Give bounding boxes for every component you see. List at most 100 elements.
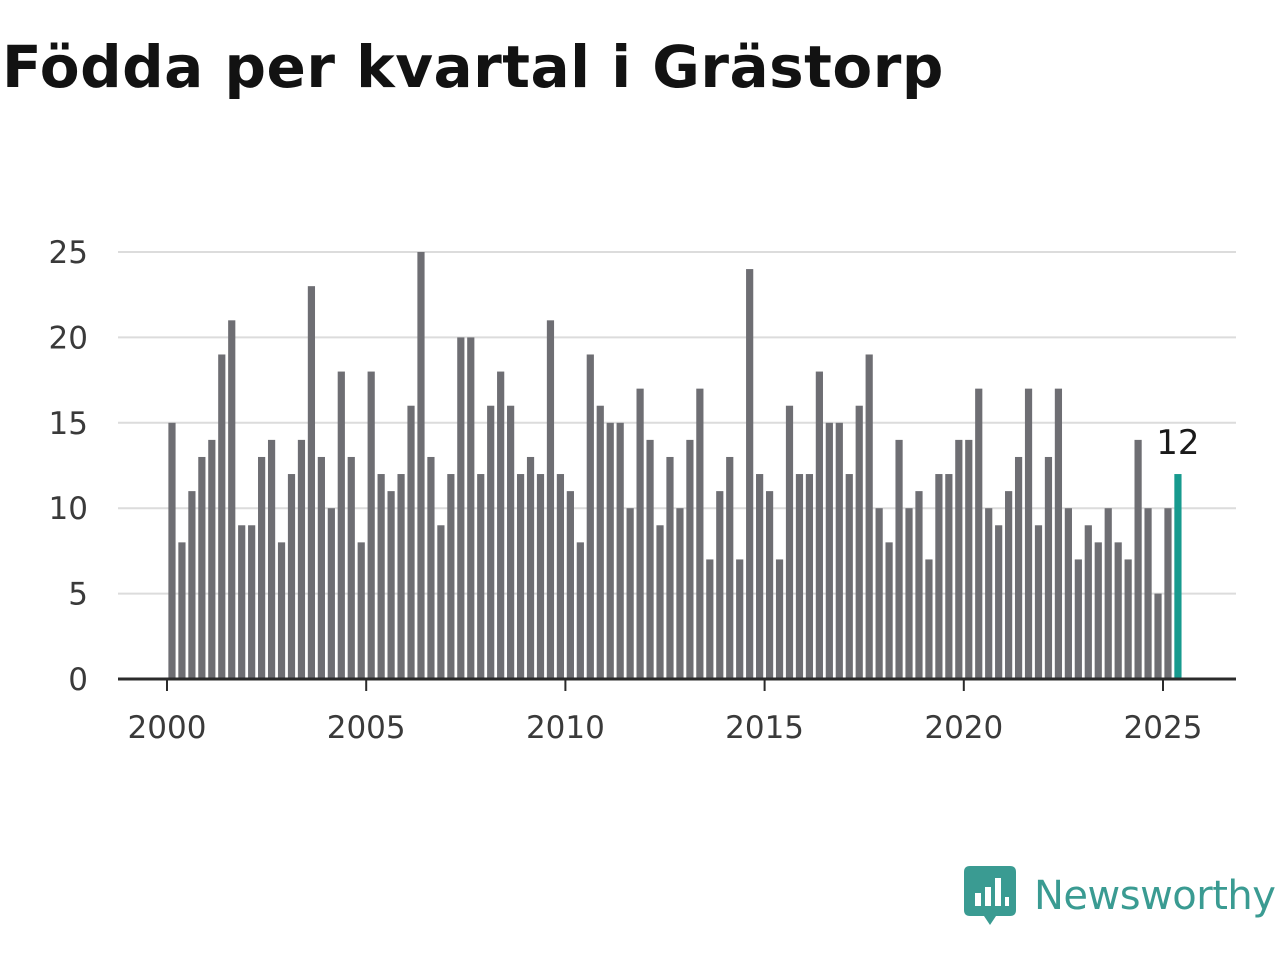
bar	[865, 354, 873, 679]
bar	[1144, 508, 1152, 679]
y-tick-label: 25	[49, 235, 88, 271]
bar	[646, 439, 654, 679]
bar	[935, 474, 943, 679]
bar	[606, 422, 614, 679]
bar	[1044, 456, 1053, 679]
bar	[188, 491, 196, 679]
bar	[616, 422, 624, 679]
bar	[407, 405, 415, 679]
bar	[566, 491, 574, 679]
newsworthy-chart-bubble-icon	[964, 866, 1016, 925]
bar	[925, 559, 933, 679]
bar	[696, 388, 704, 679]
bar	[576, 542, 584, 679]
bar-highlight	[1174, 474, 1182, 679]
bars	[168, 252, 1182, 679]
bar	[218, 354, 226, 679]
bar	[1024, 388, 1033, 679]
bar	[686, 439, 694, 679]
bar	[357, 542, 365, 679]
bar	[1134, 439, 1142, 679]
bar	[297, 439, 306, 679]
bar	[666, 456, 674, 679]
bar	[447, 474, 455, 679]
bar	[477, 474, 485, 679]
bar	[586, 354, 594, 679]
bar	[507, 405, 515, 679]
bar	[238, 525, 246, 679]
bar	[706, 559, 714, 679]
bar	[1054, 388, 1063, 679]
bar	[377, 474, 385, 679]
bar	[387, 491, 395, 679]
bar	[1164, 508, 1172, 679]
x-tick-label: 2015	[725, 710, 804, 746]
bar	[546, 320, 555, 679]
bar	[467, 337, 475, 679]
bar	[178, 542, 186, 679]
bar	[228, 320, 236, 679]
bar	[845, 474, 853, 679]
bar	[885, 542, 893, 679]
bar	[626, 508, 634, 679]
bar	[1094, 542, 1102, 679]
y-tick-label: 20	[49, 320, 88, 356]
bar	[905, 508, 913, 679]
bar	[716, 491, 724, 679]
bar	[307, 286, 316, 679]
bar	[775, 559, 784, 679]
bar	[367, 371, 375, 679]
bar	[1124, 559, 1132, 679]
bar	[347, 456, 355, 679]
brand-name: Newsworthy	[1034, 873, 1276, 919]
bar	[497, 371, 505, 679]
bar	[487, 405, 495, 679]
bar	[975, 388, 983, 679]
bar	[855, 405, 863, 679]
bar	[277, 542, 286, 679]
bar	[676, 508, 684, 679]
bar	[895, 439, 903, 679]
bar	[526, 456, 535, 679]
bar	[736, 559, 744, 679]
bar	[417, 252, 425, 679]
bar	[327, 508, 335, 679]
bar	[1005, 491, 1013, 679]
bar	[397, 474, 405, 679]
bar	[795, 474, 804, 679]
bar	[835, 422, 843, 679]
bar	[785, 405, 794, 679]
bar	[955, 439, 963, 679]
bar	[556, 474, 565, 679]
bar	[437, 525, 445, 679]
bar	[427, 456, 435, 679]
bar	[536, 474, 545, 679]
bar	[656, 525, 664, 679]
last-value-label: 12	[1156, 423, 1199, 463]
y-tick-label: 10	[49, 491, 88, 527]
bar	[825, 422, 833, 679]
bar	[985, 508, 993, 679]
chart-title: Födda per kvartal i Grästorp	[2, 33, 944, 101]
x-tick-label: 2020	[924, 710, 1003, 746]
bar	[726, 456, 734, 679]
bar	[995, 525, 1003, 679]
newsworthy-brand: Newsworthy	[964, 866, 1276, 926]
bar	[258, 456, 266, 679]
bar	[875, 508, 883, 679]
bar	[636, 388, 644, 679]
x-tick-label: 2000	[128, 710, 207, 746]
bar	[805, 474, 814, 679]
bar	[198, 456, 206, 679]
bar	[317, 456, 325, 679]
bar	[248, 525, 256, 679]
x-tick-label: 2005	[327, 710, 406, 746]
y-tick-label: 5	[68, 577, 88, 613]
bar	[815, 371, 823, 679]
bar	[965, 439, 973, 679]
bar	[756, 474, 764, 679]
bar	[1034, 525, 1043, 679]
bar	[457, 337, 465, 679]
